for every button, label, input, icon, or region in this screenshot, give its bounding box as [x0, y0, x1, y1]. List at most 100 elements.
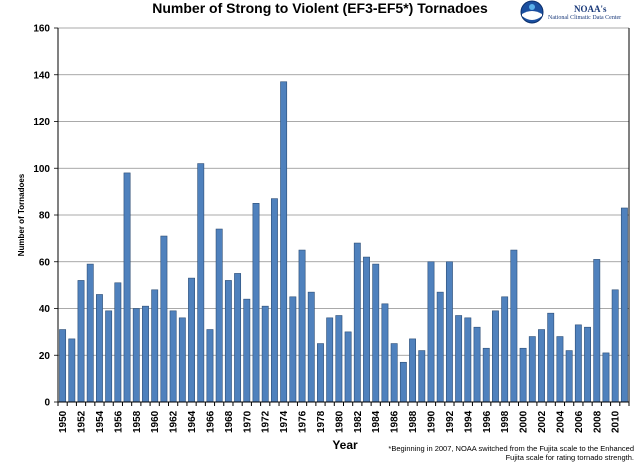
- x-tick-label: 1978: [316, 410, 327, 433]
- bar-1975: [289, 296, 297, 403]
- y-tick-labels: 0 20 40 60 80 100 120 140 160: [33, 24, 50, 409]
- bar-1951: [68, 338, 76, 403]
- bar-1999: [510, 249, 518, 403]
- bar-1968: [224, 280, 232, 403]
- x-tick-label: 2008: [592, 410, 603, 433]
- bar-1991: [436, 291, 444, 403]
- y-tick-label: 20: [39, 351, 51, 362]
- bar-1997: [492, 310, 499, 403]
- bar-1963: [178, 317, 186, 403]
- axes: [57, 28, 630, 406]
- bar-2000: [519, 347, 527, 403]
- bar-1986: [390, 343, 398, 403]
- bar-1967: [215, 228, 223, 403]
- y-tick-label: 0: [44, 398, 50, 409]
- y-axis-label: Number of Tornadoes: [17, 173, 26, 256]
- y-tick-label: 160: [33, 24, 50, 35]
- x-tick-label: 1984: [371, 410, 382, 433]
- x-tick-label: 1974: [279, 410, 290, 433]
- x-tick-label: 2004: [555, 410, 566, 433]
- bar-1957: [123, 172, 131, 403]
- x-tick-label: 2010: [611, 410, 622, 433]
- x-tick-label: 2002: [537, 410, 548, 433]
- bar-1965: [197, 163, 205, 403]
- x-tick-label: 1954: [95, 410, 106, 433]
- bar-1992: [445, 261, 453, 403]
- bar-2009: [602, 352, 610, 403]
- bar-1961: [160, 235, 168, 403]
- x-tick-label: 1998: [500, 410, 511, 433]
- bar-1995: [473, 326, 481, 403]
- x-axis-label: Year: [332, 438, 358, 452]
- bar-1988: [409, 338, 417, 403]
- bar-1993: [455, 315, 463, 403]
- x-tick-label: 1994: [463, 410, 474, 433]
- bar-1985: [381, 303, 389, 403]
- bar-1980: [335, 315, 343, 403]
- x-tick-label: 1970: [242, 410, 253, 433]
- noaa-emblem-icon: [520, 0, 544, 24]
- x-tick-label: 1950: [58, 410, 69, 433]
- bar-2008: [593, 259, 601, 403]
- y-tick-label: 100: [33, 164, 50, 175]
- bar-1990: [427, 261, 435, 403]
- x-tick-label: 1996: [482, 410, 493, 433]
- bar-1977: [307, 291, 315, 403]
- bar-1955: [105, 310, 113, 403]
- x-tick-label: 1972: [261, 410, 272, 433]
- bar-1954: [96, 294, 103, 403]
- bar-2001: [528, 336, 536, 403]
- x-tick-label: 1982: [353, 410, 364, 433]
- bar-1966: [206, 329, 214, 403]
- bar-1989: [418, 350, 426, 403]
- x-tick-label: 1968: [224, 410, 235, 433]
- noaa-logo: NOAA's National Climatic Data Center: [520, 0, 640, 26]
- x-tick-label: 1986: [390, 410, 401, 433]
- y-tick-label: 120: [33, 117, 50, 128]
- x-tick-label: 1962: [169, 410, 180, 433]
- bar-1994: [464, 317, 472, 403]
- bar-1987: [399, 361, 407, 403]
- bar-2004: [556, 336, 564, 403]
- y-tick-label: 40: [39, 304, 51, 315]
- x-tick-label: 1952: [77, 410, 88, 433]
- bar-1960: [151, 289, 159, 403]
- bar-2003: [547, 312, 555, 403]
- x-tick-label: 1992: [445, 410, 456, 433]
- bar-1952: [77, 280, 85, 403]
- bars: [59, 81, 628, 403]
- x-tick-label: 2006: [574, 410, 585, 433]
- logo-subtext: National Climatic Data Center: [548, 15, 622, 21]
- y-tick-label: 60: [39, 257, 51, 268]
- bar-1950: [59, 329, 67, 403]
- y-tick-label: 80: [39, 211, 51, 222]
- bar-1953: [86, 263, 94, 403]
- bar-2002: [538, 329, 545, 403]
- bar-1972: [261, 305, 269, 403]
- x-tick-label: 1958: [132, 410, 143, 433]
- bar-2010: [611, 289, 619, 403]
- bar-1979: [326, 317, 334, 403]
- bar-1973: [270, 198, 278, 403]
- bar-1959: [142, 305, 149, 403]
- bar-1962: [169, 310, 177, 403]
- x-tick-label: 1980: [334, 410, 345, 433]
- x-tick-label: 1956: [113, 410, 124, 433]
- bar-1998: [501, 296, 509, 403]
- bar-1984: [372, 263, 380, 403]
- bar-2005: [565, 350, 573, 403]
- bar-1956: [114, 282, 122, 403]
- bar-1970: [243, 298, 251, 403]
- x-tick-label: 1976: [298, 410, 309, 433]
- x-tick-label: 1966: [205, 410, 216, 433]
- bar-1983: [363, 256, 370, 403]
- bar-2007: [584, 326, 591, 403]
- bar-2011: [620, 207, 628, 403]
- bar-1958: [132, 308, 140, 403]
- bar-1969: [234, 273, 242, 403]
- bar-1976: [298, 249, 306, 403]
- logo-text: NOAA's: [574, 4, 607, 14]
- x-tick-label: 1960: [150, 410, 161, 433]
- x-tick-label: 1988: [408, 410, 419, 433]
